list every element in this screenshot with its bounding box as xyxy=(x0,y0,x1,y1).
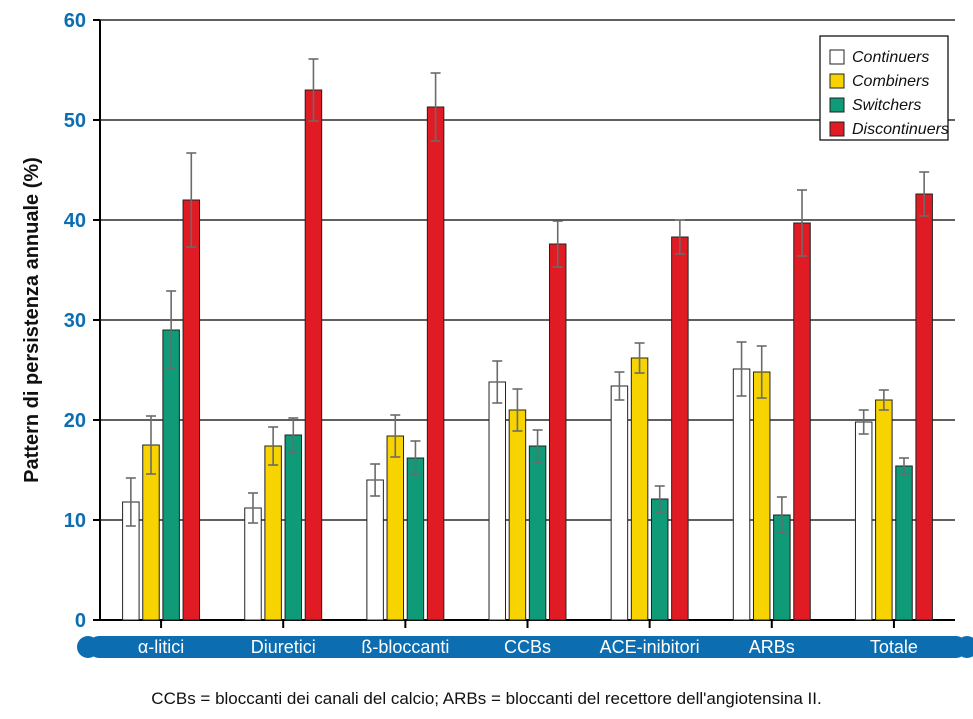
bar xyxy=(733,369,749,620)
legend-label: Discontinuers xyxy=(852,121,949,138)
bar xyxy=(631,358,647,620)
bar xyxy=(183,200,199,620)
bar xyxy=(489,382,505,620)
bar xyxy=(163,330,179,620)
bar xyxy=(753,372,769,620)
category-label: α-litici xyxy=(138,637,184,657)
bar xyxy=(265,446,281,620)
category-label: CCBs xyxy=(504,637,551,657)
bar xyxy=(855,422,871,620)
y-tick-label: 30 xyxy=(64,310,86,332)
legend-label: Combiners xyxy=(852,73,929,90)
grouped-bar-chart: 0 10 20 30 40 50 60 Pattern di persistenza annu… xyxy=(0,0,973,719)
bar xyxy=(651,499,667,620)
y-tick-label: 20 xyxy=(64,410,86,432)
y-tick-label: 10 xyxy=(64,510,86,532)
y-tick-label: 60 xyxy=(64,10,86,32)
bar xyxy=(427,107,443,620)
bar xyxy=(387,436,403,620)
legend-label: Continuers xyxy=(852,49,929,66)
bar xyxy=(794,223,810,620)
bar xyxy=(916,194,932,620)
y-tick-label: 50 xyxy=(64,110,86,132)
bar xyxy=(285,435,301,620)
bar xyxy=(529,446,545,620)
legend-swatch xyxy=(830,74,844,88)
legend-swatch xyxy=(830,98,844,112)
category-label: Totale xyxy=(870,637,918,657)
bar xyxy=(876,400,892,620)
bar xyxy=(896,466,912,620)
legend-swatch xyxy=(830,122,844,136)
bar xyxy=(245,508,261,620)
bar xyxy=(549,244,565,620)
category-label: ACE-inibitori xyxy=(600,637,700,657)
bar xyxy=(509,410,525,620)
bar xyxy=(367,480,383,620)
y-tick-label: 40 xyxy=(64,210,86,232)
category-label: Diuretici xyxy=(251,637,316,657)
legend-swatch xyxy=(830,50,844,64)
bar xyxy=(305,90,321,620)
y-tick-label: 0 xyxy=(75,610,86,632)
y-axis-label: Pattern di persistenza annuale (%) xyxy=(21,157,43,483)
legend-label: Switchers xyxy=(852,97,921,114)
bar xyxy=(611,386,627,620)
bar xyxy=(672,237,688,620)
chart-caption: CCBs = bloccanti dei canali del calcio; … xyxy=(0,689,973,709)
chart-container: 0 10 20 30 40 50 60 Pattern di persistenza annu… xyxy=(0,0,973,719)
bar xyxy=(407,458,423,620)
category-label: ARBs xyxy=(749,637,795,657)
category-label: ß-bloccanti xyxy=(361,637,449,657)
